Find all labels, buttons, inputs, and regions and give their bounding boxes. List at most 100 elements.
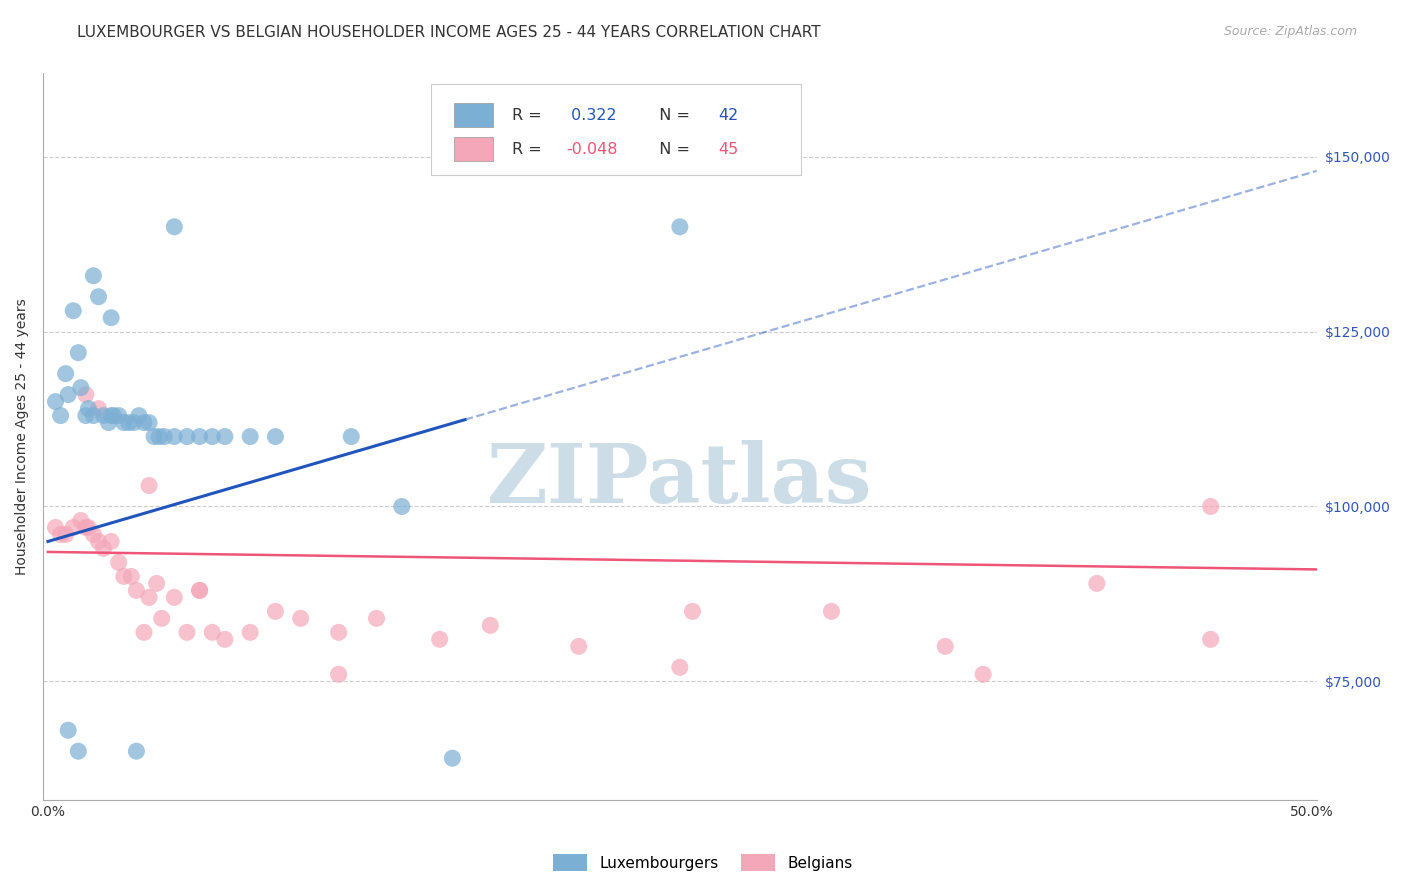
Point — [93, 541, 115, 556]
Point — [125, 583, 148, 598]
Point — [125, 744, 148, 758]
Point — [138, 591, 160, 605]
Point — [479, 618, 502, 632]
Point — [82, 409, 104, 423]
Text: N =: N = — [650, 108, 696, 123]
Point — [163, 591, 186, 605]
Point — [62, 520, 84, 534]
Point — [100, 409, 122, 423]
Point — [441, 751, 464, 765]
Point — [972, 667, 994, 681]
Point — [103, 409, 125, 423]
Point — [429, 632, 451, 647]
Point — [188, 583, 211, 598]
Point — [201, 625, 224, 640]
Point — [290, 611, 312, 625]
Point — [118, 416, 141, 430]
Point — [112, 569, 135, 583]
Text: LUXEMBOURGER VS BELGIAN HOUSEHOLDER INCOME AGES 25 - 44 YEARS CORRELATION CHART: LUXEMBOURGER VS BELGIAN HOUSEHOLDER INCO… — [77, 25, 821, 40]
Point — [153, 429, 176, 443]
Point — [55, 527, 77, 541]
Point — [340, 429, 363, 443]
Point — [97, 416, 120, 430]
Point — [87, 534, 110, 549]
Point — [820, 604, 842, 618]
Point — [1085, 576, 1108, 591]
Text: ZIPatlas: ZIPatlas — [486, 440, 873, 520]
Point — [75, 387, 97, 401]
Point — [49, 409, 72, 423]
Point — [44, 394, 66, 409]
Point — [82, 268, 104, 283]
Point — [239, 429, 262, 443]
Text: 0.322: 0.322 — [567, 108, 617, 123]
Point — [669, 219, 692, 234]
Point — [82, 527, 104, 541]
Point — [328, 667, 350, 681]
Text: -0.048: -0.048 — [567, 142, 619, 157]
Point — [145, 576, 167, 591]
Point — [239, 625, 262, 640]
Point — [138, 478, 160, 492]
Point — [214, 632, 236, 647]
Point — [328, 625, 350, 640]
Point — [44, 520, 66, 534]
Point — [669, 660, 692, 674]
Point — [163, 429, 186, 443]
Point — [122, 416, 145, 430]
Point — [87, 401, 110, 416]
Point — [568, 640, 591, 654]
Point — [77, 401, 100, 416]
Point — [69, 381, 91, 395]
Point — [138, 416, 160, 430]
Point — [391, 500, 413, 514]
Point — [143, 429, 166, 443]
Point — [112, 416, 135, 430]
Point — [214, 429, 236, 443]
Point — [56, 723, 79, 738]
Point — [67, 345, 90, 359]
Point — [75, 409, 97, 423]
Point — [934, 640, 956, 654]
Point — [163, 219, 186, 234]
Point — [100, 310, 122, 325]
Point — [132, 416, 155, 430]
Point — [107, 409, 129, 423]
Point — [120, 569, 142, 583]
Point — [148, 429, 170, 443]
Point — [1199, 500, 1222, 514]
Point — [87, 290, 110, 304]
Text: R =: R = — [512, 142, 547, 157]
Text: R =: R = — [512, 108, 547, 123]
Point — [682, 604, 704, 618]
Legend: Luxembourgers, Belgians: Luxembourgers, Belgians — [547, 848, 859, 877]
Point — [132, 625, 155, 640]
Text: 42: 42 — [718, 108, 738, 123]
Point — [128, 409, 150, 423]
Point — [264, 604, 287, 618]
Point — [150, 611, 173, 625]
Point — [69, 513, 91, 527]
Point — [176, 429, 198, 443]
Point — [201, 429, 224, 443]
Point — [1199, 632, 1222, 647]
Text: N =: N = — [650, 142, 696, 157]
Point — [77, 520, 100, 534]
Point — [107, 556, 129, 570]
FancyBboxPatch shape — [432, 84, 801, 175]
Point — [49, 527, 72, 541]
Point — [188, 429, 211, 443]
Point — [55, 367, 77, 381]
Text: 45: 45 — [718, 142, 738, 157]
FancyBboxPatch shape — [454, 137, 492, 161]
Point — [56, 387, 79, 401]
Point — [188, 583, 211, 598]
Text: Source: ZipAtlas.com: Source: ZipAtlas.com — [1223, 25, 1357, 38]
Y-axis label: Householder Income Ages 25 - 44 years: Householder Income Ages 25 - 44 years — [15, 298, 30, 575]
Point — [176, 625, 198, 640]
Point — [366, 611, 388, 625]
Point — [67, 744, 90, 758]
Point — [62, 303, 84, 318]
Point — [264, 429, 287, 443]
Point — [100, 534, 122, 549]
